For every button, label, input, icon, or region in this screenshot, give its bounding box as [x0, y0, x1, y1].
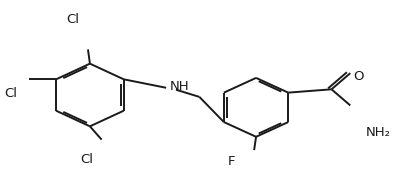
Text: Cl: Cl: [80, 153, 93, 166]
Text: O: O: [354, 70, 364, 83]
Text: NH: NH: [170, 80, 190, 93]
Text: Cl: Cl: [4, 87, 17, 100]
Text: Cl: Cl: [66, 13, 79, 26]
Text: F: F: [228, 155, 236, 168]
Text: NH₂: NH₂: [366, 127, 390, 139]
